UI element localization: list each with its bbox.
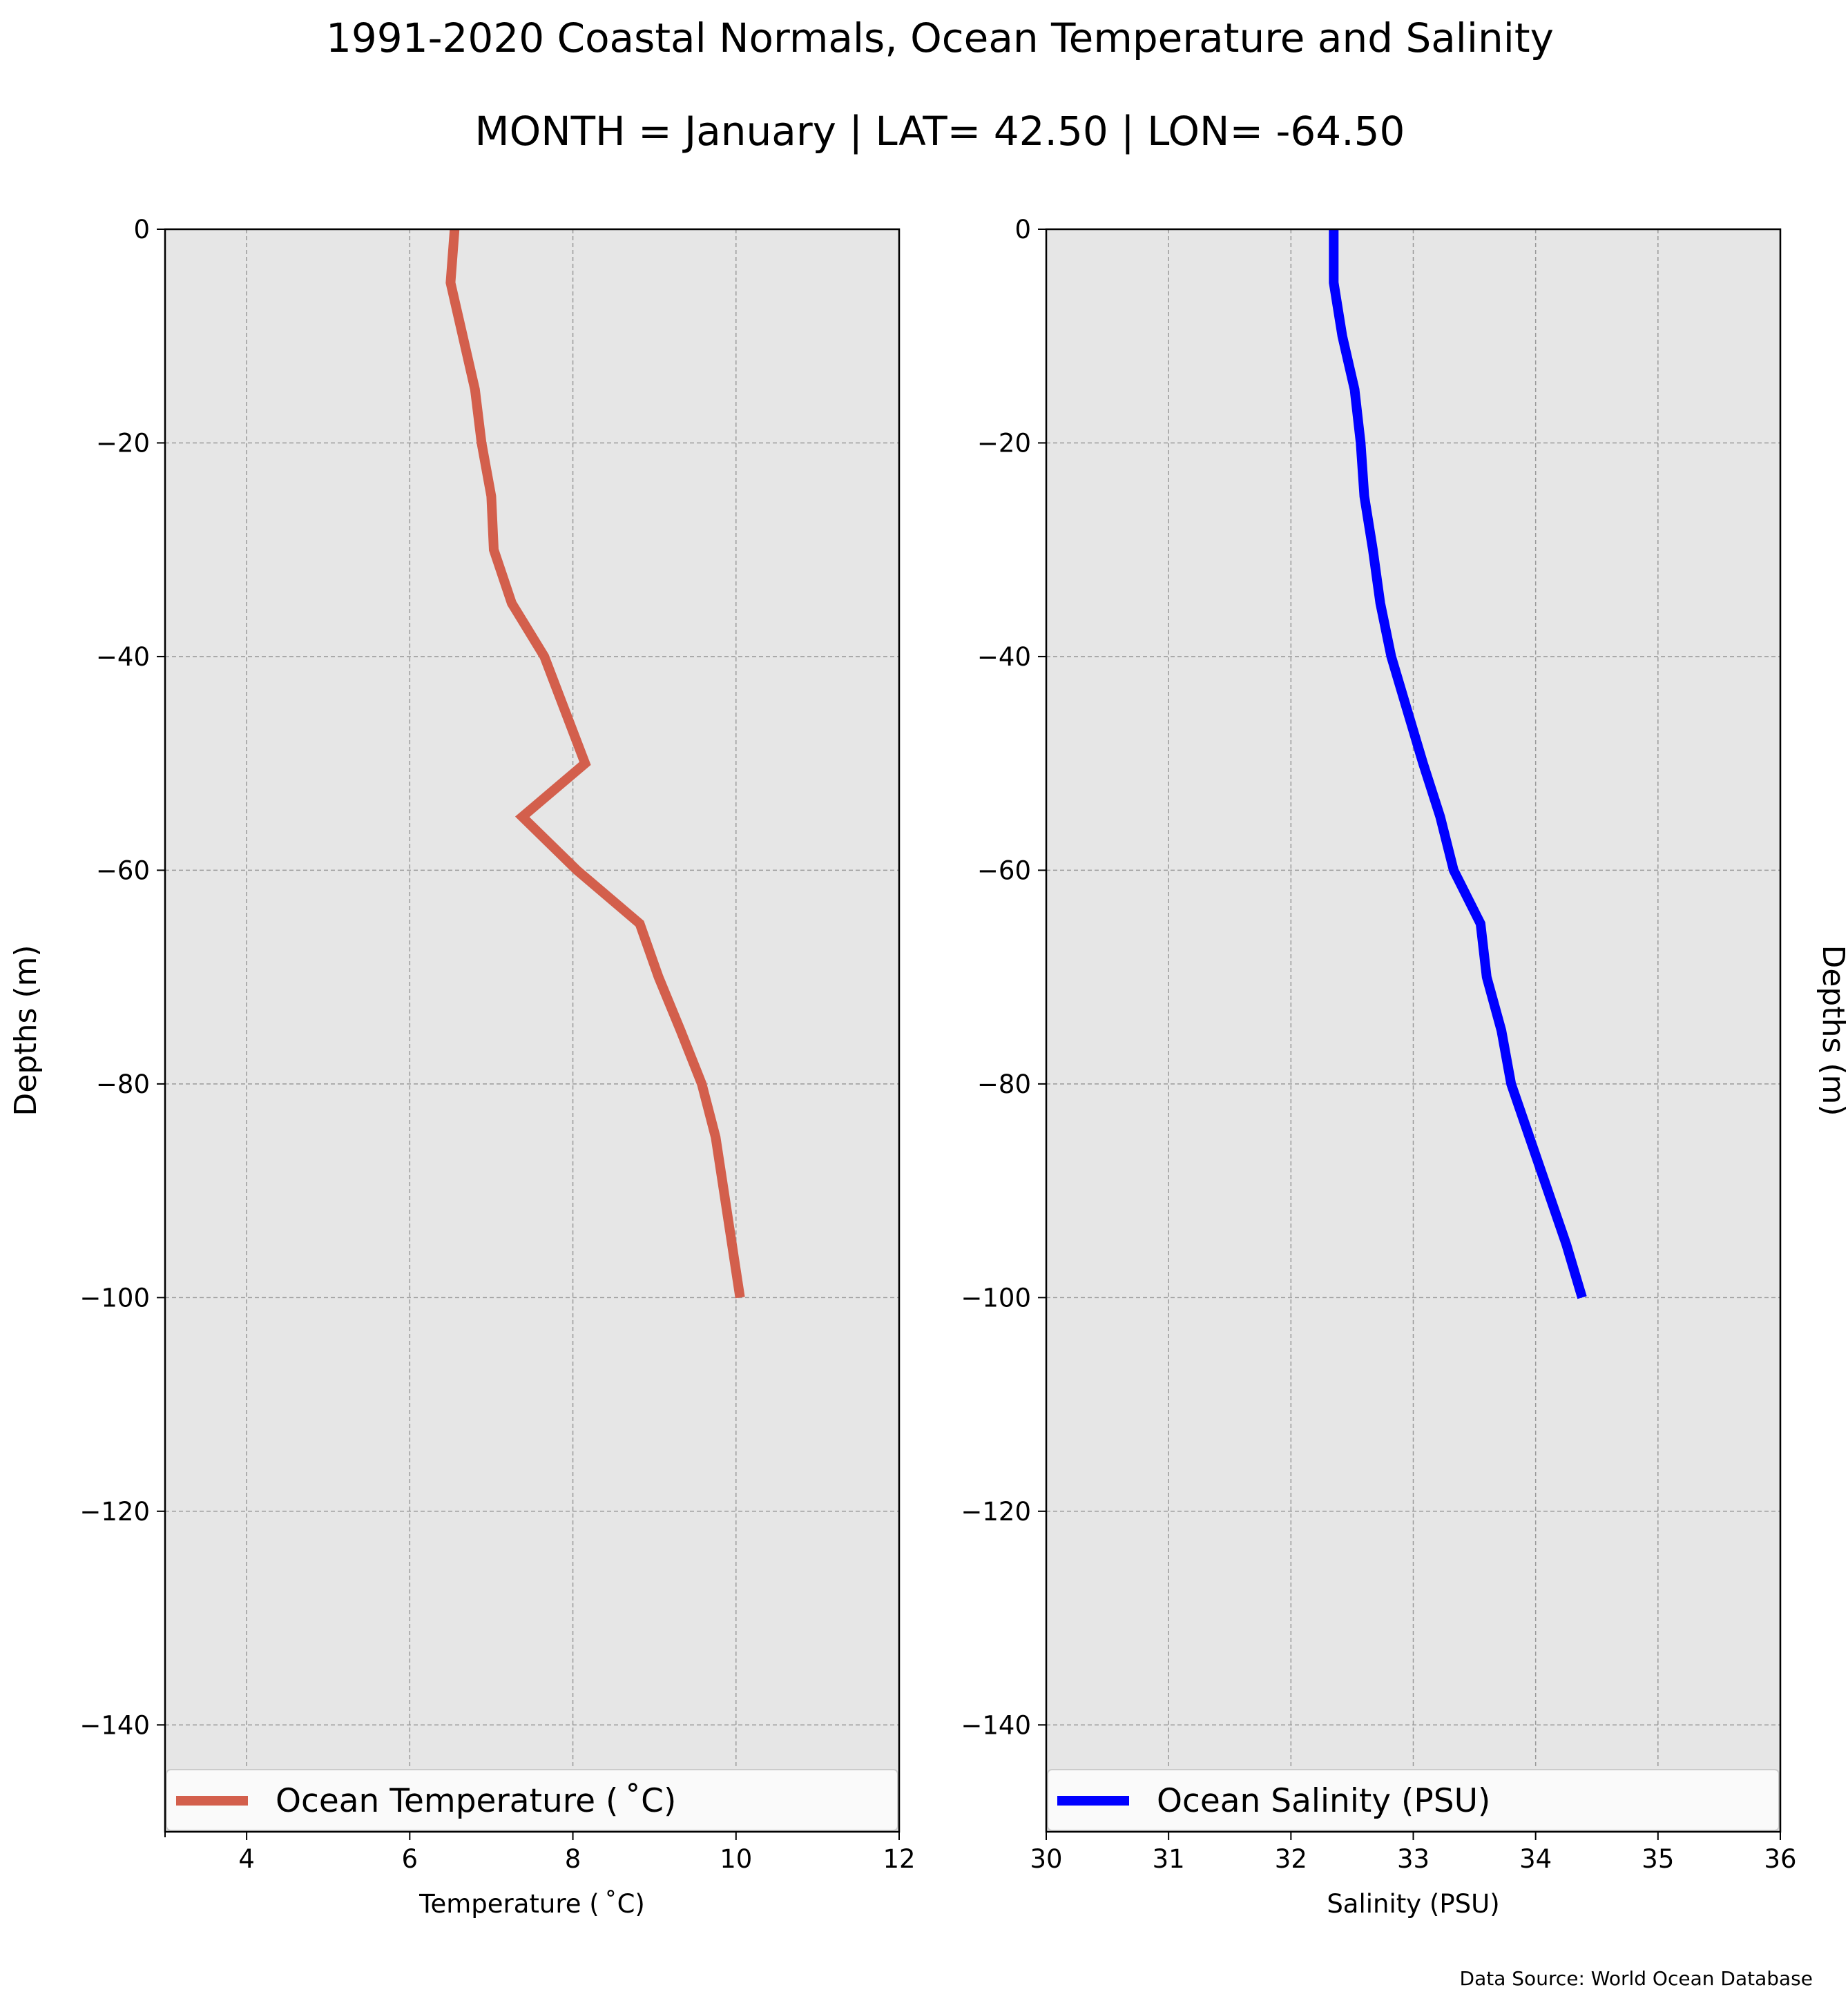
x-tick-label: 8: [565, 1844, 581, 1874]
y-tick-label: 0: [133, 215, 150, 244]
y-tick-label: −40: [977, 642, 1031, 672]
x-tick-label: 10: [720, 1844, 752, 1874]
data-source-note: Data Source: World Ocean Database: [1460, 1967, 1813, 1990]
legend-label: Ocean Temperature ( ˚C): [276, 1782, 676, 1820]
series-line-0: [445, 229, 745, 1299]
x-tick-label: 30: [1030, 1844, 1062, 1874]
plot-area: [165, 229, 899, 1832]
temperature-panel: Ocean Temperature ( ˚C) 4 6 8 10 12 0 −20 −40 −60…: [8, 215, 916, 1919]
legend-box: [1047, 1769, 1780, 1831]
legend-box: [166, 1769, 898, 1831]
x-tick-label: 36: [1764, 1844, 1796, 1874]
x-tick-label: 32: [1275, 1844, 1307, 1874]
y-tick-label: −140: [961, 1710, 1031, 1740]
x-tick-label: 12: [883, 1844, 915, 1874]
y-tick-label: −40: [96, 642, 150, 672]
x-axis-label: Salinity (PSU): [1327, 1889, 1499, 1919]
x-tick-label: 35: [1642, 1844, 1674, 1874]
salinity-panel: Ocean Salinity (PSU) 30 31 32 33 34 35 36 0 −20 −4…: [961, 215, 1848, 1919]
x-tick-label: 33: [1397, 1844, 1430, 1874]
y-tick-label: −60: [96, 855, 150, 885]
y-tick-label: −100: [961, 1283, 1031, 1313]
y-tick-label: −20: [96, 428, 150, 458]
x-tick-label: 31: [1153, 1844, 1185, 1874]
y-tick-label: −100: [79, 1283, 150, 1313]
chart-title: 1991-2020 Coastal Normals, Ocean Tempera…: [326, 14, 1554, 61]
y-axis-label: Depths (m): [1816, 945, 1848, 1116]
y-tick-label: −140: [79, 1710, 150, 1740]
y-tick-label: −120: [79, 1497, 150, 1527]
y-tick-label: −60: [977, 855, 1031, 885]
series-line-0: [1329, 229, 1587, 1299]
y-tick-label: 0: [1014, 215, 1031, 244]
y-tick-label: −80: [977, 1070, 1031, 1099]
y-tick-label: −20: [977, 428, 1031, 458]
x-tick-label: 34: [1519, 1844, 1552, 1874]
legend-label: Ocean Salinity (PSU): [1157, 1782, 1490, 1820]
chart-subtitle: MONTH = January | LAT= 42.50 | LON= -64.…: [475, 108, 1405, 155]
x-axis-label: Temperature ( ˚C): [418, 1889, 645, 1919]
y-tick-label: −80: [96, 1070, 150, 1099]
y-tick-label: −120: [961, 1497, 1031, 1527]
y-axis-label: Depths (m): [8, 945, 44, 1116]
x-tick-label: 6: [402, 1844, 418, 1874]
axes-frame: [164, 228, 901, 1833]
x-tick-label: 4: [238, 1844, 255, 1874]
